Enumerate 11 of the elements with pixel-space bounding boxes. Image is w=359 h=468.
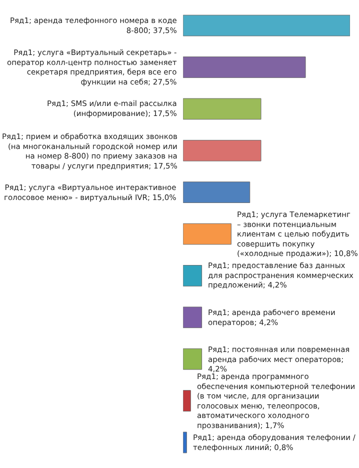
bar bbox=[183, 140, 262, 162]
bar bbox=[183, 98, 262, 120]
bar bbox=[183, 265, 202, 286]
bar bbox=[183, 14, 350, 36]
bar bbox=[183, 223, 232, 245]
bar bbox=[183, 306, 202, 328]
bar bbox=[183, 182, 250, 203]
bar bbox=[183, 56, 306, 78]
bar bbox=[183, 348, 202, 370]
bar bbox=[183, 432, 187, 454]
bar bbox=[183, 390, 191, 412]
